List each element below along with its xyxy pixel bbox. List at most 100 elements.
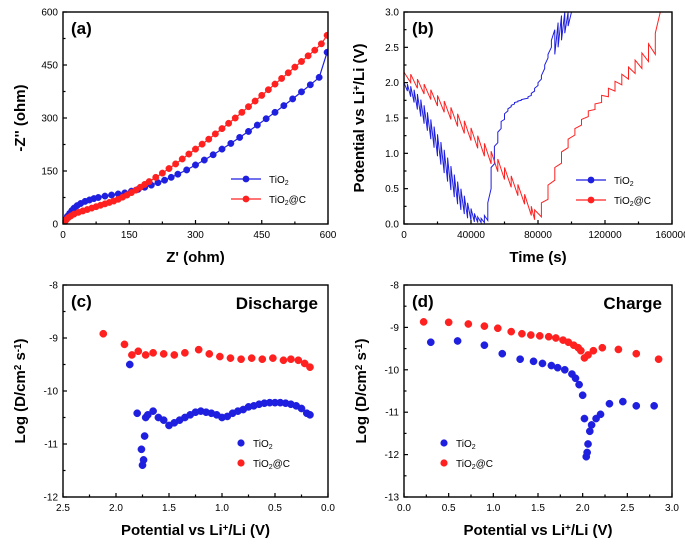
data-point bbox=[170, 351, 179, 359]
x-tick-label: 0.0 bbox=[397, 503, 411, 514]
y-tick-label: 1.0 bbox=[385, 149, 399, 160]
data-point bbox=[139, 456, 148, 464]
data-point bbox=[258, 355, 267, 364]
x-tick-label: 0 bbox=[60, 230, 66, 241]
x-tick-label: 40000 bbox=[457, 230, 485, 241]
data-point bbox=[575, 380, 583, 389]
x-tick-label: 1.5 bbox=[162, 503, 176, 514]
data-point bbox=[174, 170, 182, 178]
x-axis-label: Z' (ohm) bbox=[166, 249, 225, 266]
x-tick-label: 3.0 bbox=[665, 503, 679, 514]
y-tick-label: 2.0 bbox=[385, 78, 399, 89]
data-point bbox=[294, 356, 303, 365]
plot-area bbox=[63, 31, 328, 224]
data-point bbox=[518, 329, 526, 338]
data-point bbox=[298, 88, 305, 96]
data-point bbox=[619, 397, 627, 406]
panel-label: (c) bbox=[71, 292, 92, 311]
data-point bbox=[654, 355, 663, 364]
legend-entry-0: TiO2 bbox=[269, 175, 289, 187]
x-tick-label: 150 bbox=[121, 230, 138, 241]
data-point bbox=[577, 346, 585, 355]
y-axis-label: -Z'' (ohm) bbox=[12, 84, 29, 151]
y-tick-label: 600 bbox=[41, 8, 58, 19]
panel-a: 0 150 300 450 600 0 150 300 450 600 Z' (ohm) -Z'' (… bbox=[12, 8, 337, 267]
data-point bbox=[159, 350, 168, 358]
data-point bbox=[216, 352, 224, 361]
legend-entry-0: TiO2 bbox=[456, 439, 476, 451]
x-tick-label: 1.5 bbox=[531, 503, 545, 514]
data-point bbox=[152, 173, 160, 181]
series-line-0 bbox=[404, 12, 572, 224]
x-tick-label: 1.0 bbox=[486, 503, 500, 514]
data-point bbox=[284, 69, 292, 77]
data-point bbox=[306, 363, 314, 371]
legend-entry-1: TiO2@C bbox=[456, 459, 493, 471]
y-tick-label: 2.5 bbox=[385, 43, 399, 54]
data-point bbox=[198, 140, 206, 148]
plot-area bbox=[419, 318, 663, 461]
x-tick-label: 2.0 bbox=[576, 503, 590, 514]
data-point bbox=[419, 318, 428, 326]
plot-area bbox=[99, 329, 314, 470]
y-tick-label: -11 bbox=[385, 408, 399, 419]
y-tick-label: -10 bbox=[44, 387, 59, 398]
data-point bbox=[262, 115, 270, 123]
data-point bbox=[583, 448, 591, 457]
data-point bbox=[323, 48, 328, 56]
data-point bbox=[571, 374, 580, 383]
y-tick-label: 0.0 bbox=[385, 220, 399, 231]
x-tick-label: 0.0 bbox=[321, 503, 335, 514]
data-point bbox=[225, 119, 233, 127]
y-tick-label: 300 bbox=[41, 114, 58, 125]
data-point bbox=[200, 156, 208, 164]
legend: TiO2 TiO2@C bbox=[237, 439, 290, 471]
x-tick-label: 80000 bbox=[524, 230, 552, 241]
data-point bbox=[178, 155, 186, 163]
data-point bbox=[226, 354, 235, 362]
data-point bbox=[598, 343, 607, 352]
data-point bbox=[426, 338, 435, 347]
y-tick-label: 3.0 bbox=[385, 8, 399, 19]
x-tick-label: 2.0 bbox=[109, 503, 123, 514]
data-point bbox=[133, 409, 142, 418]
data-point bbox=[315, 73, 323, 81]
data-point bbox=[304, 52, 312, 60]
series-line-1 bbox=[404, 12, 661, 220]
data-point bbox=[278, 74, 286, 82]
data-point bbox=[167, 173, 175, 181]
data-point bbox=[271, 108, 279, 116]
y-tick-label: 450 bbox=[41, 61, 58, 72]
data-point bbox=[289, 95, 297, 103]
data-point bbox=[120, 340, 129, 349]
data-point bbox=[209, 151, 217, 159]
data-point bbox=[650, 401, 658, 410]
data-point bbox=[271, 80, 279, 88]
x-tick-label: 0 bbox=[401, 230, 407, 241]
data-point bbox=[480, 341, 489, 350]
x-tick-label: 0.5 bbox=[442, 503, 456, 514]
data-point bbox=[560, 365, 569, 374]
data-point bbox=[143, 411, 152, 419]
y-tick-label: -9 bbox=[390, 323, 399, 334]
data-point bbox=[632, 349, 641, 358]
y-tick-label: -12 bbox=[385, 450, 400, 461]
data-point bbox=[137, 445, 146, 454]
panel-label: (a) bbox=[71, 19, 92, 38]
data-point bbox=[480, 322, 489, 330]
data-point bbox=[245, 103, 252, 111]
y-tick-label: 0.5 bbox=[385, 184, 399, 195]
y-tick-label: 0 bbox=[52, 220, 58, 231]
data-point bbox=[161, 176, 169, 184]
plot-area bbox=[404, 12, 661, 224]
data-point bbox=[453, 337, 462, 345]
data-point bbox=[194, 345, 203, 354]
data-point bbox=[149, 407, 157, 415]
y-tick-label: -8 bbox=[390, 281, 399, 292]
data-point bbox=[279, 356, 288, 365]
data-point bbox=[584, 351, 592, 359]
data-point bbox=[584, 440, 592, 448]
data-point bbox=[181, 348, 189, 357]
